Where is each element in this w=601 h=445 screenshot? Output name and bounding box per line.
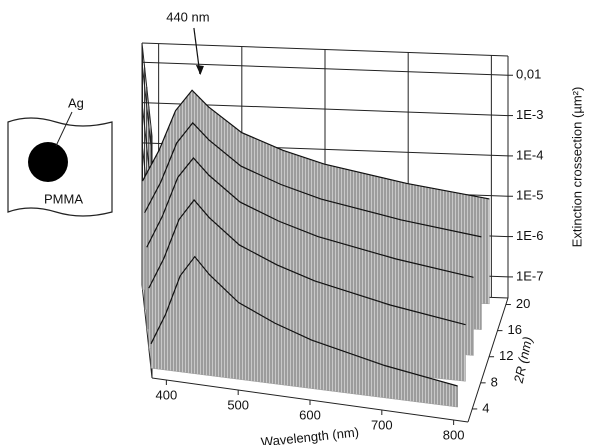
x-axis-title: Wavelength (nm) (260, 424, 360, 445)
z-tick-label: 1E-4 (516, 147, 543, 162)
particle (28, 142, 68, 182)
z-axis-title: Extinction crossection (µm²) (569, 87, 584, 248)
surface-curve (141, 89, 490, 200)
y-tick-label: 16 (507, 322, 521, 337)
z-tick-label: 0,01 (516, 67, 541, 82)
leader-line (55, 111, 73, 147)
y-axis-title: 2R (nm) (511, 335, 536, 385)
grid-line (141, 62, 153, 156)
surface-curve (148, 199, 466, 326)
y-axis (467, 297, 509, 423)
x-tick-label: 800 (443, 427, 465, 442)
grid-line (141, 61, 509, 76)
surface-curve (144, 121, 482, 238)
z-tick-label: 1E-7 (516, 268, 543, 283)
particle-label: Ag (68, 95, 84, 110)
inset: Ag PMMA (7, 95, 113, 217)
matrix-label: PMMA (44, 191, 83, 206)
x-tick-label: 600 (299, 407, 321, 422)
box-edge (141, 284, 153, 379)
x-tick-label: 700 (371, 417, 393, 432)
y-tick-label: 4 (482, 400, 489, 415)
y-tick-label: 12 (499, 348, 513, 363)
surface-curve (150, 255, 458, 387)
y-tick-label: 20 (516, 296, 530, 311)
surface-curve (146, 157, 474, 278)
x-tick-label: 500 (227, 397, 249, 412)
z-tick-label: 1E-3 (516, 107, 543, 122)
y-tick-label: 8 (491, 374, 498, 389)
arrow-head (195, 65, 204, 75)
z-tick-label: 1E-5 (516, 188, 543, 203)
annotation: 440 nm (166, 9, 209, 24)
box-edge (141, 42, 153, 137)
x-tick-label: 400 (156, 387, 178, 402)
box-edge (141, 42, 509, 57)
z-tick-label: 1E-6 (516, 228, 543, 243)
